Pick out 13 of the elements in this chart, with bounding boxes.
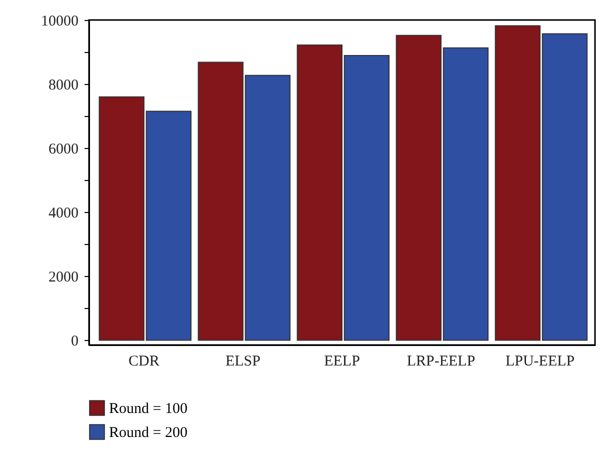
y-tick-label: 4000 xyxy=(48,206,78,222)
y-tick-label: 8000 xyxy=(48,78,78,94)
y-tick-label: 10000 xyxy=(41,14,78,30)
x-tick-label: ELSP xyxy=(225,354,260,370)
x-tick-label: LPU-EELP xyxy=(505,354,575,370)
x-tick-label: LRP-EELP xyxy=(406,354,476,370)
y-tick-label: 6000 xyxy=(48,142,78,158)
y-tick-label: 2000 xyxy=(48,270,78,286)
y-tick-label: 0 xyxy=(71,334,78,350)
legend-label: Round = 100 xyxy=(109,401,188,417)
x-tick-label: CDR xyxy=(128,354,160,370)
legend-label: Round = 200 xyxy=(109,425,188,441)
x-tick-label: EELP xyxy=(324,354,360,370)
